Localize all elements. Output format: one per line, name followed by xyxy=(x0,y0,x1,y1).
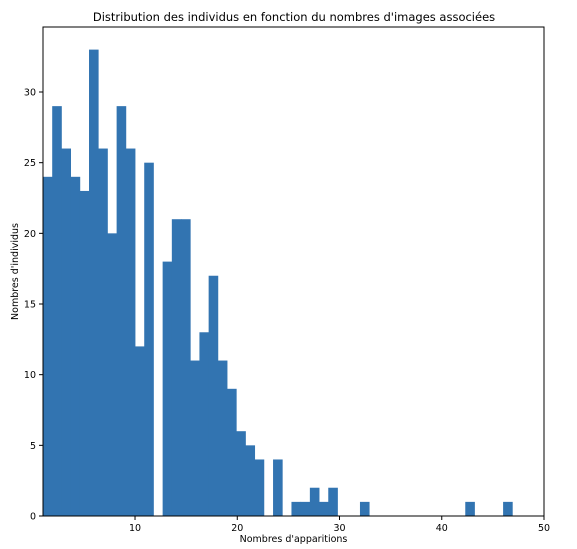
histogram-bar xyxy=(319,501,329,516)
histogram-bar xyxy=(309,487,320,516)
histogram-bar xyxy=(245,445,256,516)
histogram-bar xyxy=(61,148,71,517)
x-tick-label: 10 xyxy=(129,523,141,534)
y-tick-label: 20 xyxy=(24,229,36,240)
histogram-bar xyxy=(125,148,136,517)
histogram-bar xyxy=(328,487,338,516)
x-tick-label: 50 xyxy=(538,523,550,534)
y-tick-label: 10 xyxy=(24,370,36,381)
histogram-bar xyxy=(70,176,81,516)
histogram-bar xyxy=(273,459,283,516)
y-tick-label: 0 xyxy=(30,512,36,523)
histogram-bar xyxy=(171,219,182,516)
histogram-bar xyxy=(52,106,62,516)
x-tick-label: 40 xyxy=(436,523,448,534)
histogram-bar xyxy=(190,360,200,516)
histogram-bar xyxy=(144,162,154,516)
histogram-bar xyxy=(135,346,145,516)
histogram-bar xyxy=(89,49,99,517)
y-axis: 0 5 10 15 20 25 30 xyxy=(24,88,43,523)
x-axis-label: Nombres d'apparitions xyxy=(240,534,348,545)
histogram-bar xyxy=(254,459,265,516)
y-tick-label: 15 xyxy=(24,300,36,311)
histogram-bar xyxy=(79,190,90,516)
histogram-bar xyxy=(465,501,475,516)
plot-frame xyxy=(42,26,545,517)
histogram-bar xyxy=(181,219,191,516)
histogram-bar xyxy=(300,501,311,516)
y-axis-label: Nombres d'individus xyxy=(10,223,21,320)
y-tick-label: 30 xyxy=(24,88,36,99)
bars-group xyxy=(43,49,513,517)
histogram-bar xyxy=(217,360,228,516)
histogram-bar xyxy=(291,501,302,516)
histogram-bar xyxy=(116,106,127,516)
histogram-bar xyxy=(208,275,219,516)
histogram-bar xyxy=(359,501,370,516)
histogram-bar xyxy=(98,148,108,517)
histogram-bar xyxy=(107,233,118,516)
histogram-bar xyxy=(199,332,210,516)
y-tick-label: 5 xyxy=(30,441,36,452)
histogram-bar xyxy=(162,261,173,516)
x-tick-label: 30 xyxy=(333,523,345,534)
histogram-bar xyxy=(236,431,246,516)
histogram-bar xyxy=(503,501,513,516)
histogram-bar xyxy=(227,388,237,516)
y-tick-label: 25 xyxy=(24,158,36,169)
x-axis: 10 20 30 40 50 xyxy=(129,516,550,534)
chart-title: Distribution des individus en fonction d… xyxy=(93,10,495,24)
histogram-bar xyxy=(43,176,53,516)
x-tick-label: 20 xyxy=(231,523,243,534)
